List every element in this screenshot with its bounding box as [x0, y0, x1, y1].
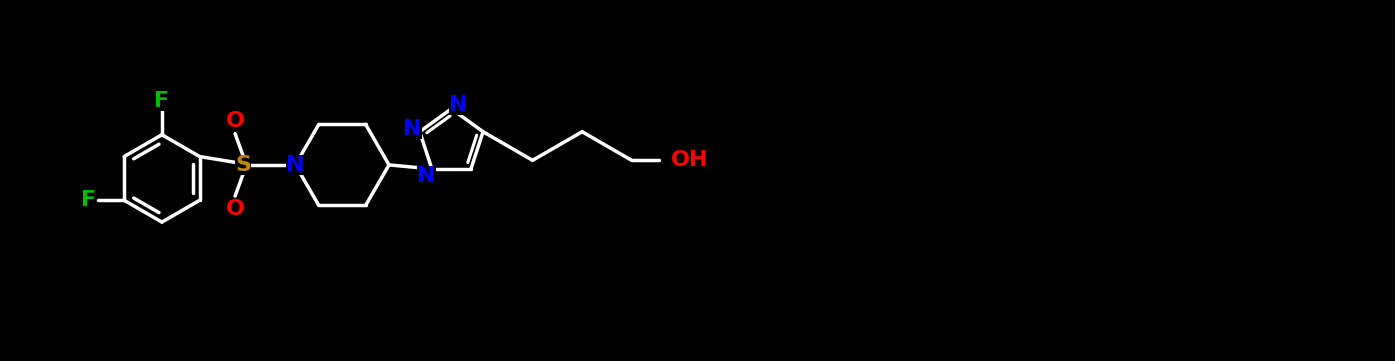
- Text: N: N: [417, 166, 435, 186]
- Text: S: S: [236, 155, 251, 175]
- Text: O: O: [226, 111, 244, 131]
- Text: F: F: [155, 91, 169, 112]
- Text: OH: OH: [671, 150, 709, 170]
- Text: N: N: [403, 119, 421, 139]
- Text: F: F: [81, 190, 96, 210]
- Text: N: N: [449, 95, 467, 114]
- Text: O: O: [226, 199, 244, 218]
- Text: N: N: [286, 155, 304, 175]
- Text: N: N: [286, 155, 304, 175]
